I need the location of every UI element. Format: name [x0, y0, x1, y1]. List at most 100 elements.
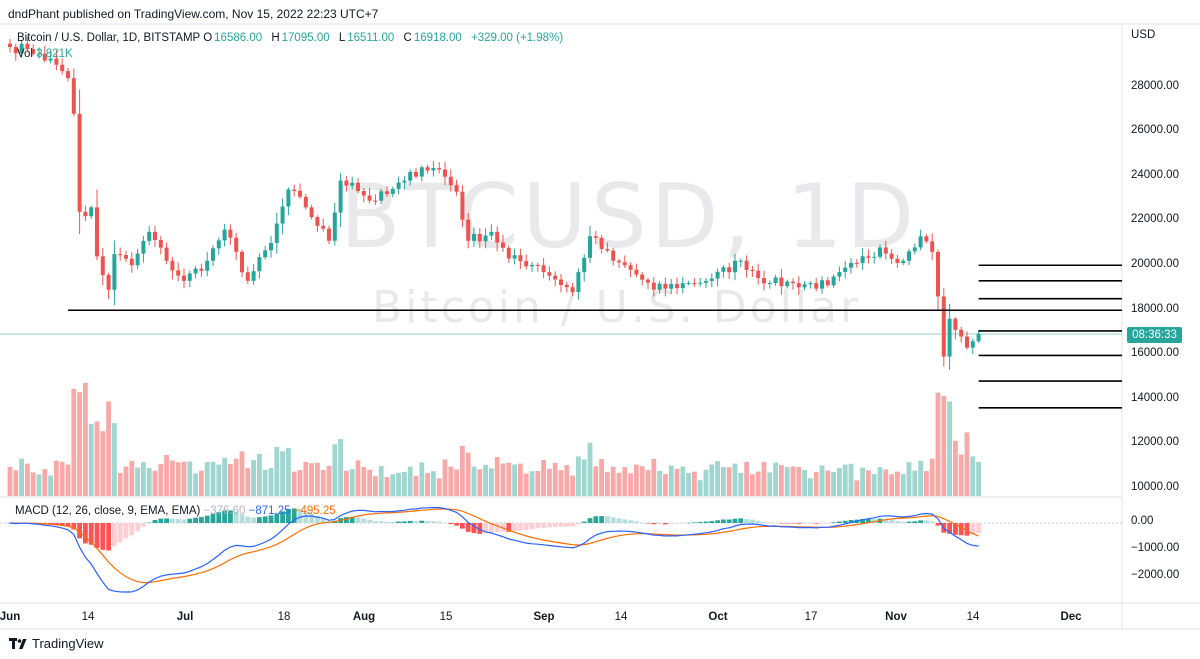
volume-bar — [866, 470, 871, 496]
macd-histogram-bar — [755, 520, 761, 523]
candle-body — [222, 229, 227, 241]
macd-signal-line — [9, 508, 979, 584]
volume-bar — [257, 453, 262, 496]
volume-bar — [146, 467, 152, 496]
volume-bar — [918, 460, 923, 496]
volume-bar — [30, 472, 36, 496]
macd-histogram-bar — [564, 523, 570, 527]
macd-histogram-bar — [407, 520, 413, 523]
candle-body — [48, 58, 53, 61]
candle-body — [8, 43, 12, 47]
macd-histogram-bar — [790, 523, 796, 524]
macd-histogram-bar — [83, 523, 88, 544]
macd-histogram-bar — [651, 523, 657, 525]
candle-body — [976, 333, 981, 342]
volume-bar — [59, 461, 65, 496]
macd-histogram-bar — [106, 523, 111, 551]
candle-body — [773, 277, 778, 284]
macd-histogram-bar — [802, 523, 807, 524]
macd-histogram-bar — [378, 521, 384, 523]
candle-body — [796, 283, 801, 288]
volume-bar — [535, 471, 541, 496]
time-label: 14 — [966, 611, 980, 623]
candle-body — [686, 283, 691, 285]
volume-bar — [953, 440, 958, 496]
macd-histogram-bar — [454, 523, 459, 526]
candle-body — [727, 267, 732, 273]
volume-bar — [396, 472, 401, 496]
volume-bar — [297, 470, 303, 496]
candle-body — [802, 284, 807, 288]
time-label-dec: Dec — [1060, 611, 1082, 623]
volume-bar — [518, 463, 523, 496]
time-label-aug: Aug — [352, 611, 376, 623]
volume-bar — [506, 462, 512, 496]
volume-bar — [796, 467, 802, 496]
volume-bar — [436, 478, 442, 496]
price-tick: 24000.00 — [1131, 169, 1179, 181]
candle-body — [750, 269, 755, 271]
price-legend: Bitcoin / U.S. Dollar, 1D, BITSTAMP O 165… — [17, 30, 569, 62]
macd-histogram-bar — [88, 523, 94, 545]
volume-bar — [599, 459, 604, 496]
candle-body — [593, 236, 598, 238]
macd-histogram-bar — [303, 511, 309, 523]
candle-body — [269, 242, 273, 251]
volume-bar — [552, 463, 558, 496]
volume-bar — [315, 462, 320, 496]
macd-histogram-bar — [175, 519, 181, 523]
candle-body — [141, 240, 146, 254]
macd-histogram-bar — [94, 523, 100, 548]
volume-bar — [779, 465, 784, 496]
macd-histogram-bar — [141, 523, 146, 527]
candle-body — [512, 255, 517, 259]
volume-bar — [970, 456, 976, 496]
candle-body — [13, 46, 18, 54]
macd-histogram-bar — [628, 520, 633, 523]
candle-body — [825, 280, 830, 286]
candle-body — [692, 283, 697, 285]
volume-bar — [373, 476, 378, 496]
volume-bar — [355, 460, 361, 496]
volume-bar — [94, 421, 100, 496]
candle-body — [553, 275, 558, 280]
volume-bar — [494, 457, 500, 496]
last-price-countdown: 08:36:33 — [1127, 327, 1182, 343]
volume-bar — [732, 463, 738, 496]
volume-bar — [303, 461, 309, 496]
volume-bar — [483, 464, 488, 496]
macd-histogram-bar — [953, 523, 958, 535]
candle-body — [709, 278, 714, 281]
volume-bar — [500, 463, 506, 496]
price-tick: 18000.00 — [1131, 303, 1179, 315]
tradingview-footer[interactable]: TradingView — [9, 636, 104, 651]
candle-body — [953, 318, 958, 330]
candle-body — [89, 207, 94, 217]
volume-bar — [460, 445, 465, 496]
candle-body — [385, 191, 389, 194]
candle-body — [738, 260, 743, 262]
macd-histogram-bar — [436, 521, 442, 523]
volume-bar — [541, 459, 546, 496]
volume-bar — [964, 432, 970, 496]
volume-bar — [239, 451, 245, 496]
volume-bar — [442, 459, 448, 496]
volume-bar — [65, 464, 71, 496]
candle-body — [124, 255, 128, 259]
candle-body — [448, 176, 453, 186]
candle-body — [970, 341, 975, 348]
candle-body — [25, 43, 30, 50]
macd-histogram-bar — [431, 521, 436, 523]
macd-histogram-bar — [929, 521, 935, 523]
price-tick: 12000.00 — [1131, 436, 1179, 448]
candle-body — [814, 283, 819, 289]
candle-body — [327, 228, 331, 241]
macd-histogram-bar — [750, 519, 755, 523]
macd-histogram-bar — [767, 522, 773, 524]
candle-body — [947, 318, 952, 357]
candle-body — [402, 180, 407, 183]
candle-body — [216, 240, 221, 249]
macd-signal-value: −495.25 — [293, 505, 336, 517]
macd-histogram-bar — [895, 521, 900, 523]
